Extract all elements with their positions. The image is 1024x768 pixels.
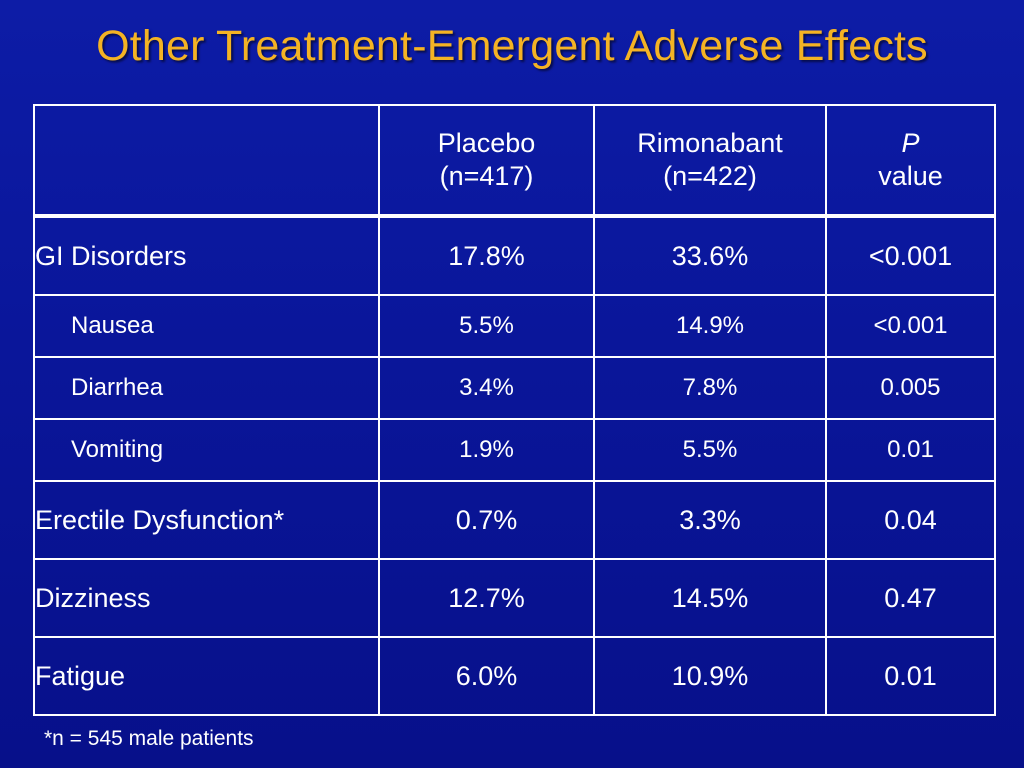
row-label: Fatigue [33,636,380,716]
placebo-value: 17.8% [378,215,595,296]
table-row: Erectile Dysfunction* 0.7% 3.3% 0.04 [33,480,996,560]
p-value: 0.47 [825,558,996,638]
row-label: Erectile Dysfunction* [33,480,380,560]
row-label: Dizziness [33,558,380,638]
header-p-word: value [878,161,943,191]
table-row: Fatigue 6.0% 10.9% 0.01 [33,636,996,716]
table-row: GI Disorders 17.8% 33.6% <0.001 [33,215,996,296]
rimonabant-value: 3.3% [593,480,827,560]
header-placebo: Placebo (n=417) [378,104,595,218]
adverse-effects-table: Placebo (n=417) Rimonabant (n=422) P val… [33,104,996,716]
header-placebo-n: (n=417) [439,161,534,191]
rimonabant-value: 10.9% [593,636,827,716]
placebo-value: 12.7% [378,558,595,638]
placebo-value: 3.4% [378,356,595,420]
p-value: 0.01 [825,636,996,716]
row-label: Nausea [33,294,380,358]
rimonabant-value: 7.8% [593,356,827,420]
header-rimonabant: Rimonabant (n=422) [593,104,827,218]
footnote: *n = 545 male patients [44,727,254,750]
placebo-value: 1.9% [378,418,595,482]
placebo-value: 5.5% [378,294,595,358]
rimonabant-value: 14.5% [593,558,827,638]
p-value: <0.001 [825,215,996,296]
p-value: 0.04 [825,480,996,560]
table-header-row: Placebo (n=417) Rimonabant (n=422) P val… [33,104,996,218]
placebo-value: 0.7% [378,480,595,560]
table-row: Nausea 5.5% 14.9% <0.001 [33,294,996,358]
p-value: 0.01 [825,418,996,482]
page-title: Other Treatment-Emergent Adverse Effects [96,22,928,70]
rimonabant-value: 14.9% [593,294,827,358]
table-row: Diarrhea 3.4% 7.8% 0.005 [33,356,996,420]
header-placebo-name: Placebo [437,128,536,158]
p-value: <0.001 [825,294,996,358]
row-label: GI Disorders [33,215,380,296]
header-rimonabant-n: (n=422) [663,161,757,191]
row-label: Vomiting [33,418,380,482]
p-value: 0.005 [825,356,996,420]
header-empty-cell [33,104,380,218]
row-label: Diarrhea [33,356,380,420]
placebo-value: 6.0% [378,636,595,716]
rimonabant-value: 5.5% [593,418,827,482]
header-p-letter: P [901,128,920,158]
table-row: Vomiting 1.9% 5.5% 0.01 [33,418,996,482]
rimonabant-value: 33.6% [593,215,827,296]
header-p-value: P value [825,104,996,218]
header-rimonabant-name: Rimonabant [637,128,783,158]
table-row: Dizziness 12.7% 14.5% 0.47 [33,558,996,638]
